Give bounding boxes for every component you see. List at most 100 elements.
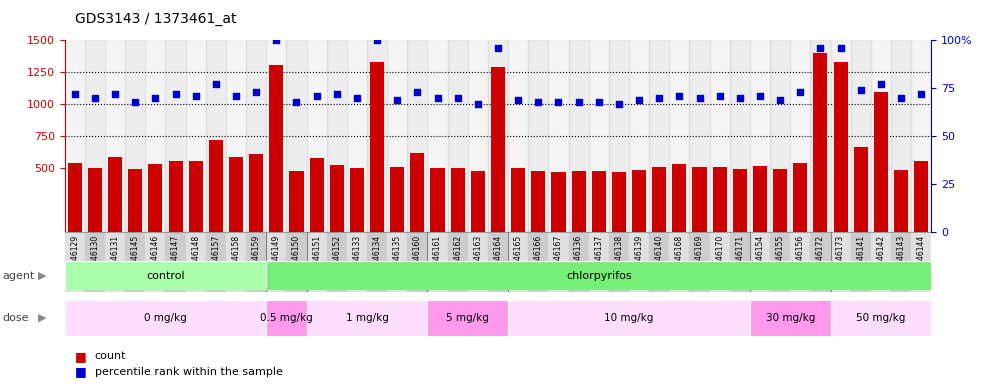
Point xyxy=(228,93,244,99)
Point xyxy=(349,95,365,101)
Bar xyxy=(387,40,407,232)
Bar xyxy=(430,168,444,232)
Text: 0 mg/kg: 0 mg/kg xyxy=(144,313,187,323)
Bar xyxy=(266,261,931,290)
Bar xyxy=(471,171,485,232)
Bar xyxy=(246,232,266,292)
Point xyxy=(309,93,325,99)
Bar xyxy=(407,232,427,292)
Bar xyxy=(689,232,709,292)
Bar xyxy=(750,40,770,232)
Bar xyxy=(831,232,851,292)
Text: GSM246150: GSM246150 xyxy=(292,235,301,281)
Text: GSM246139: GSM246139 xyxy=(634,235,643,281)
Text: 5 mg/kg: 5 mg/kg xyxy=(446,313,489,323)
Bar xyxy=(790,40,811,232)
Text: GSM246160: GSM246160 xyxy=(413,235,422,281)
Bar xyxy=(168,161,182,232)
Bar xyxy=(148,164,162,232)
Point xyxy=(147,95,163,101)
Text: ▶: ▶ xyxy=(38,313,47,323)
Bar xyxy=(68,163,82,232)
Bar xyxy=(894,170,908,232)
Text: 1 mg/kg: 1 mg/kg xyxy=(346,313,388,323)
Bar xyxy=(669,232,689,292)
Bar xyxy=(327,40,347,232)
Bar xyxy=(468,232,488,292)
Text: GSM246148: GSM246148 xyxy=(191,235,200,281)
Point xyxy=(833,45,849,51)
Bar xyxy=(911,232,931,292)
Bar xyxy=(871,40,891,232)
Text: 0.5 mg/kg: 0.5 mg/kg xyxy=(260,313,313,323)
Bar xyxy=(511,168,525,232)
Bar xyxy=(649,40,669,232)
Bar xyxy=(831,300,931,336)
Bar xyxy=(85,40,105,232)
Bar xyxy=(911,40,931,232)
Bar xyxy=(410,153,424,232)
Bar xyxy=(266,300,307,336)
Text: GSM246143: GSM246143 xyxy=(896,235,905,281)
Text: GSM246151: GSM246151 xyxy=(312,235,321,281)
Bar xyxy=(891,232,911,292)
Bar xyxy=(330,165,344,232)
Bar xyxy=(128,169,142,232)
Bar xyxy=(528,40,549,232)
Point xyxy=(551,99,567,105)
Bar xyxy=(488,40,508,232)
Point xyxy=(591,99,607,105)
Text: GSM246130: GSM246130 xyxy=(91,235,100,281)
Text: GSM246169: GSM246169 xyxy=(695,235,704,281)
Bar xyxy=(528,232,549,292)
Bar xyxy=(793,163,808,232)
Point xyxy=(490,45,506,51)
Point xyxy=(268,37,284,43)
Bar xyxy=(287,40,307,232)
Bar xyxy=(310,158,324,232)
Text: GSM246149: GSM246149 xyxy=(272,235,281,281)
Point xyxy=(671,93,687,99)
Text: ▶: ▶ xyxy=(38,270,47,281)
Bar xyxy=(65,300,266,336)
Bar xyxy=(851,232,871,292)
Bar xyxy=(730,232,750,292)
Text: GSM246157: GSM246157 xyxy=(211,235,220,281)
Bar xyxy=(287,232,307,292)
Bar xyxy=(109,157,123,232)
Bar xyxy=(246,40,266,232)
Bar xyxy=(632,170,646,232)
Text: GSM246158: GSM246158 xyxy=(231,235,240,281)
Text: count: count xyxy=(95,351,126,361)
Bar xyxy=(770,40,790,232)
Text: control: control xyxy=(146,270,185,281)
Text: GSM246171: GSM246171 xyxy=(735,235,744,281)
Bar xyxy=(350,168,364,232)
Point xyxy=(853,87,869,93)
Bar xyxy=(589,232,609,292)
Bar xyxy=(185,232,206,292)
Bar xyxy=(307,40,327,232)
Bar xyxy=(447,40,468,232)
Bar xyxy=(125,40,145,232)
Point xyxy=(571,99,587,105)
Bar xyxy=(811,232,831,292)
Text: GSM246137: GSM246137 xyxy=(595,235,604,281)
Bar xyxy=(347,232,367,292)
Bar xyxy=(367,40,387,232)
Point xyxy=(188,93,204,99)
Text: GSM246138: GSM246138 xyxy=(615,235,623,281)
Bar xyxy=(733,169,747,232)
Point xyxy=(631,97,647,103)
Bar xyxy=(407,40,427,232)
Bar xyxy=(508,232,528,292)
Bar xyxy=(307,300,427,336)
Text: GSM246166: GSM246166 xyxy=(534,235,543,281)
Bar xyxy=(266,40,287,232)
Bar xyxy=(549,40,569,232)
Point xyxy=(289,99,305,105)
Point xyxy=(450,95,466,101)
Bar xyxy=(730,40,750,232)
Bar xyxy=(508,40,528,232)
Bar xyxy=(145,232,165,292)
